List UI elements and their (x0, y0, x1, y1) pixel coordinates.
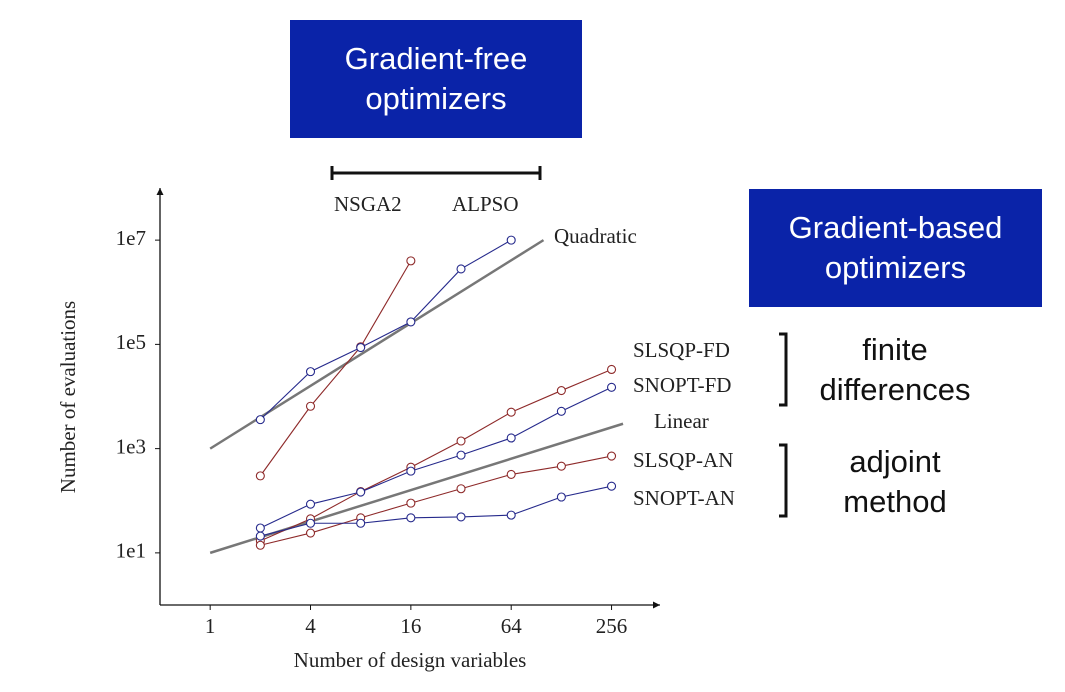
trend-label: Linear (654, 409, 709, 433)
point (406, 317, 416, 327)
point (606, 451, 617, 461)
point (556, 492, 566, 502)
point (556, 461, 566, 471)
point (255, 523, 265, 533)
y-tick-label: 1e7 (116, 226, 146, 250)
point (406, 466, 416, 476)
point (456, 450, 466, 460)
series-line (260, 386, 612, 529)
series-label: SNOPT-FD (633, 373, 731, 397)
point (456, 512, 466, 522)
x-tick-label: 64 (501, 614, 523, 638)
x-axis-label: Number of design variables (294, 648, 527, 672)
adjoint-note: adjoint method (843, 444, 947, 520)
point (606, 364, 617, 375)
point (506, 407, 516, 417)
point (456, 264, 466, 274)
series-label: SLSQP-AN (633, 448, 733, 472)
point (606, 382, 617, 392)
point (606, 481, 617, 491)
point (255, 531, 265, 541)
bracket (779, 443, 788, 518)
x-tick-label: 4 (305, 614, 316, 638)
point (456, 484, 466, 494)
point (255, 415, 265, 425)
series-label: NSGA2 (334, 192, 402, 216)
y-tick-label: 1e1 (116, 539, 146, 563)
y-axis-label: Number of evaluations (56, 301, 80, 493)
series-label: SLSQP-FD (633, 338, 730, 362)
point (506, 235, 516, 245)
finite-note: finite differences (819, 332, 971, 408)
gradient-based-box: Gradient-based optimizers (749, 189, 1042, 307)
point (305, 401, 316, 411)
x-tick-label: 16 (400, 614, 421, 638)
point (406, 498, 416, 508)
series-label: SNOPT-AN (633, 486, 735, 510)
series-line (259, 239, 512, 421)
point (356, 487, 366, 497)
point (456, 436, 466, 446)
x-axis-arrow (653, 601, 660, 609)
point (305, 367, 316, 377)
series-line (260, 455, 612, 546)
point (506, 510, 516, 520)
y-tick-label: 1e3 (116, 434, 146, 458)
point (305, 528, 316, 538)
point (506, 469, 516, 479)
gradient-free-box: Gradient-free optimizers (290, 20, 582, 138)
point (255, 471, 265, 481)
y-axis-arrow (156, 188, 164, 195)
point (406, 256, 416, 266)
point (506, 433, 516, 443)
y-tick-label: 1e5 (116, 330, 146, 354)
point (556, 386, 566, 396)
point (356, 518, 366, 528)
point (255, 540, 265, 550)
series-label: ALPSO (452, 192, 519, 216)
point (406, 513, 416, 523)
point (305, 499, 316, 509)
x-tick-label: 1 (205, 614, 216, 638)
x-tick-label: 256 (596, 614, 628, 638)
bracket (779, 332, 788, 407)
trend-label: Quadratic (554, 224, 637, 248)
point (305, 518, 316, 528)
point (556, 406, 566, 416)
point (356, 342, 366, 353)
series-line (260, 368, 612, 542)
series-line (260, 485, 612, 537)
series-line (259, 260, 412, 477)
